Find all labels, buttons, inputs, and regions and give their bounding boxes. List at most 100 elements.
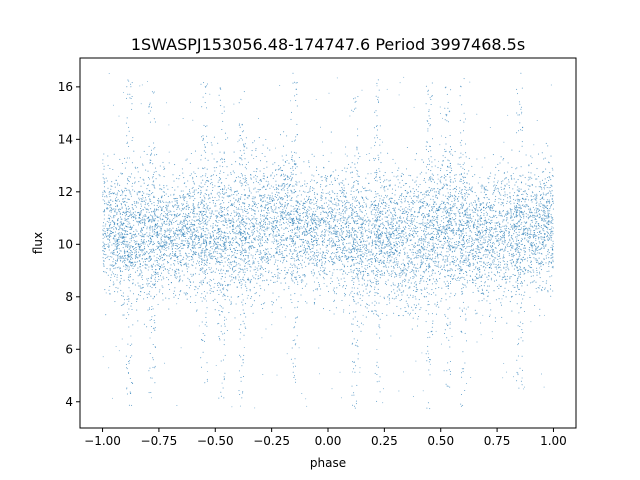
data-point [120, 221, 122, 223]
data-point [229, 219, 231, 221]
data-point [209, 217, 211, 219]
data-point [343, 230, 345, 233]
data-point [147, 269, 149, 271]
data-point [342, 188, 344, 190]
data-point [339, 246, 341, 249]
data-point [144, 251, 146, 253]
data-point [352, 283, 355, 286]
data-point [299, 215, 301, 217]
data-point [370, 232, 372, 234]
data-point [512, 219, 514, 221]
data-point [136, 235, 138, 237]
data-point [317, 217, 319, 219]
data-point [361, 222, 363, 224]
data-point [321, 241, 324, 243]
data-point [315, 263, 318, 265]
data-point [141, 243, 143, 245]
data-point [496, 251, 498, 253]
data-point [142, 219, 144, 221]
data-point [436, 304, 438, 306]
data-point [388, 254, 390, 256]
data-point [141, 194, 143, 196]
data-point [358, 191, 360, 193]
data-point [243, 189, 245, 191]
data-point [507, 179, 510, 181]
data-point [143, 236, 145, 238]
data-point [282, 173, 285, 175]
data-point [136, 194, 138, 196]
data-point [231, 219, 233, 221]
data-point [442, 256, 444, 258]
data-point [348, 256, 350, 258]
data-point [488, 291, 490, 293]
data-point [190, 152, 192, 155]
data-point [447, 220, 449, 222]
data-point [431, 189, 433, 191]
data-point [259, 257, 261, 259]
data-point [229, 248, 232, 250]
data-point [483, 285, 485, 287]
data-point [329, 241, 331, 243]
data-point [446, 227, 448, 229]
data-point [244, 249, 246, 252]
data-point [493, 214, 495, 216]
data-point [461, 233, 463, 235]
data-point [220, 221, 222, 223]
data-point [479, 252, 481, 254]
data-point [447, 288, 449, 290]
data-point [286, 205, 288, 207]
data-point [348, 230, 350, 232]
data-point [290, 230, 292, 232]
data-point [292, 223, 294, 225]
data-point [399, 217, 401, 219]
data-point [475, 195, 477, 197]
data-point [174, 232, 176, 234]
data-point [119, 271, 122, 273]
data-point [113, 254, 115, 256]
data-point [268, 202, 270, 204]
data-point [293, 210, 295, 212]
data-point [437, 233, 439, 235]
data-point [552, 245, 554, 248]
data-point [381, 211, 383, 213]
data-point [247, 184, 249, 186]
data-point [299, 238, 301, 240]
data-point [192, 274, 194, 276]
data-point [224, 219, 226, 221]
data-point [315, 244, 318, 247]
data-point [291, 173, 293, 175]
data-point [459, 262, 461, 264]
data-point [230, 296, 232, 298]
data-point [249, 282, 251, 284]
data-point [325, 229, 327, 231]
data-point [257, 269, 259, 271]
data-point [390, 197, 392, 199]
data-point [207, 221, 209, 223]
data-point [159, 259, 161, 261]
data-point [469, 209, 471, 211]
data-point [472, 291, 474, 293]
data-point [440, 220, 442, 222]
data-point [400, 268, 402, 270]
data-point [509, 240, 511, 242]
data-point [231, 276, 233, 278]
data-point [275, 196, 278, 199]
data-point [174, 216, 176, 218]
data-point [439, 193, 441, 195]
data-point [377, 203, 380, 205]
data-point [247, 161, 249, 163]
data-point [117, 217, 119, 220]
data-point [121, 173, 123, 175]
data-point [213, 237, 216, 239]
data-point [218, 236, 220, 238]
data-point [193, 199, 195, 201]
data-point [173, 180, 175, 182]
data-point [134, 264, 137, 266]
data-point [115, 208, 117, 210]
data-point [308, 213, 310, 215]
data-point [198, 285, 200, 287]
data-point [524, 251, 526, 253]
data-point [398, 167, 400, 169]
data-point [336, 195, 338, 197]
data-point [395, 214, 397, 216]
